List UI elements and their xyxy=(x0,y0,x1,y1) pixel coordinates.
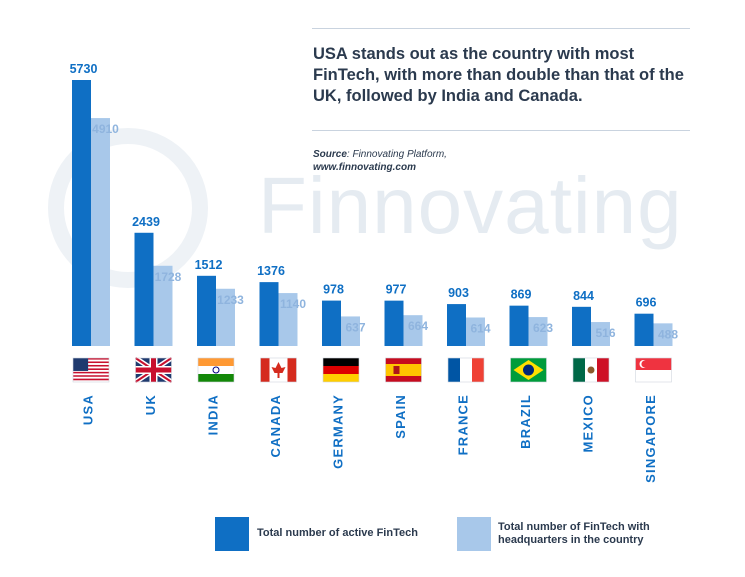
legend-label-active: Total number of active FinTech xyxy=(257,527,418,539)
uk-flag-icon xyxy=(134,355,173,385)
value-label-headquarters-uk: 1728 xyxy=(155,270,182,284)
category-label-india: INDIA xyxy=(205,394,220,435)
value-label-active-brazil: 869 xyxy=(511,288,532,302)
bar-headquarters-canada xyxy=(278,293,298,346)
watermark-text: Finnovating xyxy=(258,161,683,250)
category-label-spain: SPAIN xyxy=(393,394,408,439)
bar-headquarters-france xyxy=(466,317,485,346)
chart-headline: USA stands out as the country with most … xyxy=(313,45,684,105)
value-label-headquarters-germany: 637 xyxy=(345,320,365,334)
value-label-active-india: 1512 xyxy=(195,258,223,272)
usa-flag-icon xyxy=(72,357,110,383)
value-label-active-singapore: 696 xyxy=(636,296,657,310)
bar-headquarters-brazil xyxy=(528,317,548,346)
bar-headquarters-spain xyxy=(403,315,423,346)
bar-active-uk xyxy=(134,232,154,346)
category-label-germany: GERMANY xyxy=(330,394,345,469)
value-label-headquarters-brazil: 623 xyxy=(533,321,553,335)
value-label-active-mexico: 844 xyxy=(573,289,594,303)
mexico-flag-icon xyxy=(572,357,610,383)
france-flag-icon xyxy=(447,357,485,383)
value-label-active-germany: 978 xyxy=(323,283,344,297)
value-label-active-spain: 977 xyxy=(386,283,407,297)
value-label-headquarters-mexico: 516 xyxy=(595,326,615,340)
value-label-headquarters-usa: 4910 xyxy=(92,122,119,136)
source-url: www.finnovating.com xyxy=(313,162,416,173)
canada-flag-icon xyxy=(260,357,297,383)
legend-label-headquarters: Total number of FinTech with headquarter… xyxy=(498,521,650,547)
bottom-divider xyxy=(312,130,690,131)
singapore-flag-icon xyxy=(635,357,672,383)
bar-active-brazil xyxy=(509,305,529,346)
category-label-mexico: MEXICO xyxy=(580,394,595,452)
value-label-headquarters-spain: 664 xyxy=(408,319,428,333)
bar-headquarters-usa xyxy=(91,118,110,346)
bar-active-germany xyxy=(322,300,341,346)
legend-swatch-headquarters xyxy=(457,517,491,551)
source-text: : Finnovating Platform, xyxy=(346,149,447,160)
brazil-flag-icon xyxy=(510,357,547,383)
value-label-active-canada: 1376 xyxy=(257,264,285,278)
value-label-headquarters-singapore: 488 xyxy=(658,327,678,341)
bar-active-spain xyxy=(384,300,404,346)
value-label-headquarters-france: 614 xyxy=(470,321,490,335)
value-label-active-france: 903 xyxy=(448,286,469,300)
spain-flag-icon xyxy=(385,357,422,383)
bar-headquarters-germany xyxy=(341,316,360,346)
legend-label-headquarters-line1: Total number of FinTech with xyxy=(498,521,650,533)
legend-swatch-active xyxy=(215,517,249,551)
bar-headquarters-uk xyxy=(153,265,173,346)
category-label-uk: UK xyxy=(143,394,158,415)
bar-headquarters-mexico xyxy=(591,322,610,346)
category-label-canada: CANADA xyxy=(268,394,283,458)
source-note: Source: Finnovating Platform, www.finnov… xyxy=(313,148,447,174)
value-label-headquarters-india: 1233 xyxy=(217,293,244,307)
germany-flag-icon xyxy=(322,357,360,383)
top-divider xyxy=(312,28,690,29)
category-label-france: FRANCE xyxy=(455,394,470,455)
bar-headquarters-india xyxy=(216,288,235,346)
bar-active-mexico xyxy=(572,306,591,346)
value-label-active-uk: 2439 xyxy=(132,215,160,229)
value-label-headquarters-canada: 1140 xyxy=(280,297,306,311)
bar-active-india xyxy=(197,275,216,346)
bar-headquarters-singapore xyxy=(653,323,673,346)
bar-active-france xyxy=(447,304,466,346)
category-label-usa: USA xyxy=(80,394,95,425)
bar-active-singapore xyxy=(634,313,654,346)
value-label-active-usa: 5730 xyxy=(70,62,98,76)
category-label-brazil: BRAZIL xyxy=(518,394,533,449)
bar-active-canada xyxy=(259,282,279,346)
india-flag-icon xyxy=(197,357,235,383)
category-label-singapore: SINGAPORE xyxy=(643,394,658,483)
legend-label-headquarters-line2: headquarters in the country xyxy=(498,534,644,546)
source-label: Source xyxy=(313,149,347,160)
bar-active-usa xyxy=(72,80,91,346)
